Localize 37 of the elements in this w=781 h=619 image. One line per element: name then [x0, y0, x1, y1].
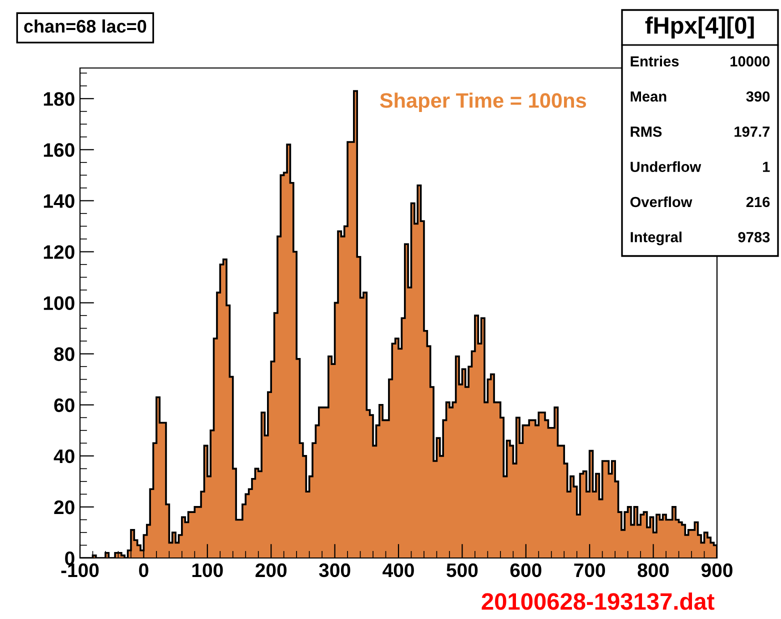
- x-tick-label: 0: [139, 563, 148, 578]
- x-tick-label: 300: [319, 563, 350, 578]
- y-tick-label: 20: [54, 500, 74, 514]
- chart-title: chan=68 lac=0: [24, 19, 146, 33]
- x-tick-label: 500: [446, 563, 478, 578]
- x-tick-label: 600: [510, 563, 542, 578]
- y-tick-label: 60: [54, 398, 74, 412]
- annotation: Integral: [630, 232, 682, 246]
- y-tick-label: 140: [44, 194, 74, 208]
- x-tick-label: 900: [701, 563, 732, 578]
- text: 10000: [730, 56, 770, 66]
- text: 216: [746, 196, 770, 208]
- text: 1: [763, 162, 770, 172]
- y-tick-label: 100: [44, 296, 74, 310]
- text: 20100628-193137.dat: [482, 592, 714, 610]
- y-tick-label: 160: [44, 143, 74, 157]
- chart-subtitle: fHpx[4][0]: [645, 16, 754, 39]
- text: 390: [746, 91, 770, 102]
- x-tick-label: 400: [382, 563, 414, 578]
- annotation: RMS: [630, 126, 662, 137]
- annotation: Shaper Time = 100ns: [380, 92, 586, 112]
- x-tick-label: 100: [192, 563, 223, 578]
- annotation: Underflow: [630, 161, 702, 172]
- text: 9783: [738, 232, 770, 242]
- y-tick-label: 120: [44, 245, 74, 259]
- x-tick-label: -100: [61, 563, 99, 578]
- annotation: Mean: [630, 91, 666, 102]
- annotation: Overflow: [630, 196, 692, 208]
- y-tick-label: 40: [54, 449, 74, 464]
- y-tick-label: 80: [54, 347, 74, 362]
- text: 197.7: [734, 126, 770, 137]
- x-tick-label: 800: [638, 563, 669, 578]
- x-tick-label: 700: [574, 563, 606, 578]
- text: Entries: [630, 56, 679, 66]
- x-tick-label: 200: [256, 563, 287, 578]
- y-tick-label: 180: [44, 92, 74, 106]
- y-tick-label: 0: [65, 551, 74, 566]
